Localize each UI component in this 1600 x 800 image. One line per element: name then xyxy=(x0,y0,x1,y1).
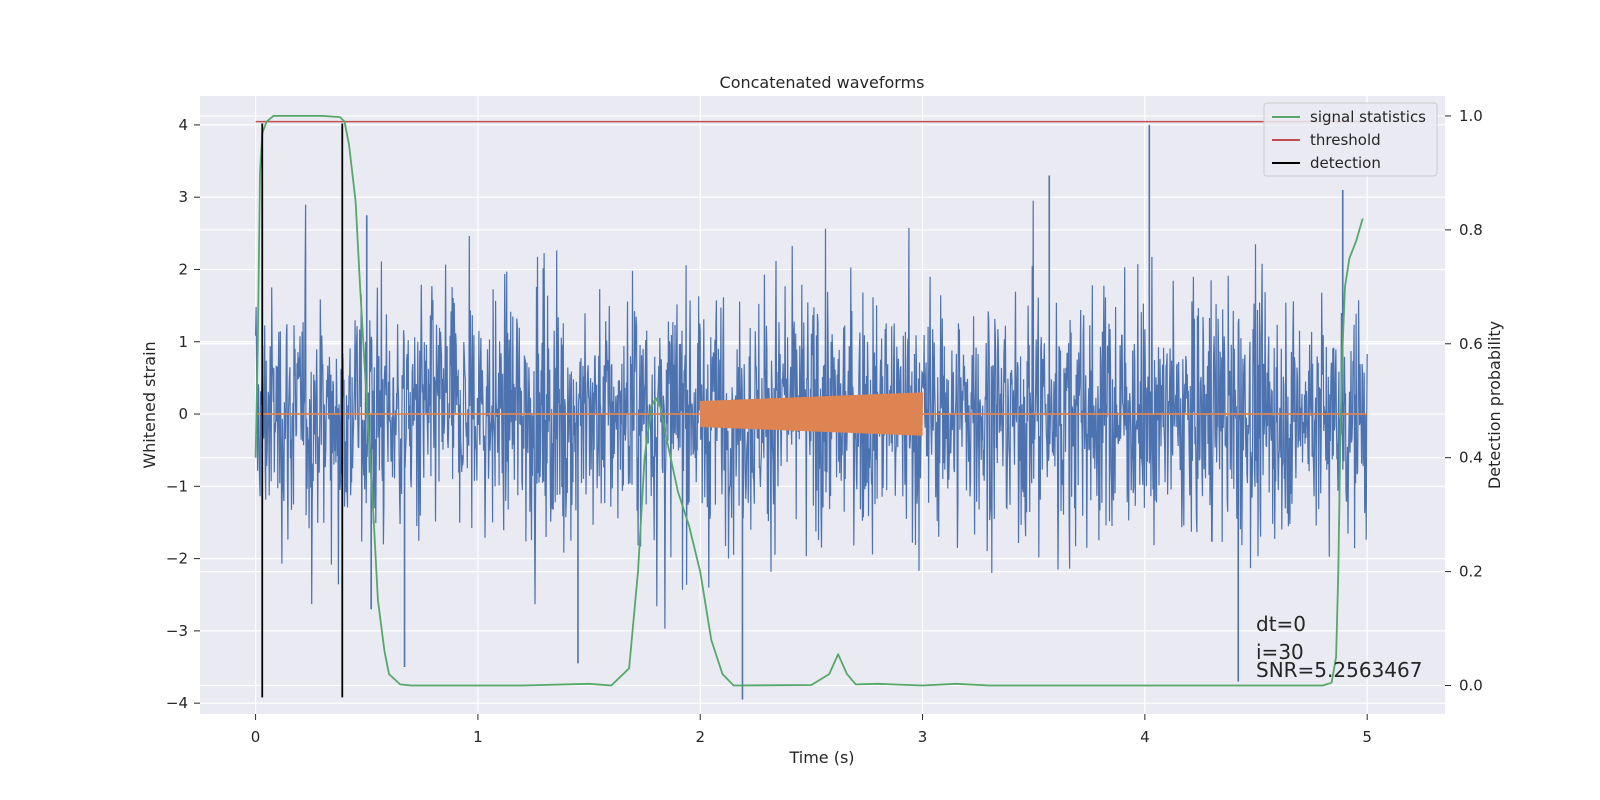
chart-title: Concatenated waveforms xyxy=(720,73,925,92)
x-tick-label: 0 xyxy=(251,728,261,746)
y-tick-label: −4 xyxy=(166,694,188,712)
injected-signal-line xyxy=(699,392,924,436)
annotation-text: SNR=5.2563467 xyxy=(1256,658,1422,682)
y-tick-label: −2 xyxy=(166,550,188,568)
x-tick-label: 2 xyxy=(695,728,705,746)
legend-label: threshold xyxy=(1310,131,1381,149)
legend-label: signal statistics xyxy=(1310,108,1426,126)
legend: signal statistics threshold detection xyxy=(1263,102,1438,177)
ticks: 0 1 2 3 4 5 4 3 2 1 0 −1 −2 −3 −4 1.0 0.8 0.6 0.4 0.2 0.0 xyxy=(166,107,1483,746)
x-tick-label: 5 xyxy=(1362,728,1372,746)
y-tick-label: 1 xyxy=(178,333,188,351)
legend-label: detection xyxy=(1310,154,1381,172)
y-tick-label: 4 xyxy=(178,116,188,134)
y-tick-label: 3 xyxy=(178,188,188,206)
y2-axis-label: Detection probability xyxy=(1485,321,1504,489)
annotation-text: dt=0 xyxy=(1256,612,1306,636)
x-tick-label: 1 xyxy=(473,728,483,746)
y-tick-label: −3 xyxy=(166,622,188,640)
y-tick-label: −1 xyxy=(166,477,188,495)
x-tick-label: 3 xyxy=(918,728,928,746)
y2-tick-label: 0.4 xyxy=(1459,449,1483,467)
signal-statistics-line xyxy=(254,115,1364,687)
plot-series xyxy=(254,115,1368,700)
y2-tick-label: 0.6 xyxy=(1459,335,1483,353)
y-axis-label: Whitened strain xyxy=(140,341,159,468)
y-tick-label: 0 xyxy=(178,405,188,423)
annotation-text: i=30 xyxy=(1256,640,1304,664)
x-tick-label: 4 xyxy=(1140,728,1150,746)
strain-series-line xyxy=(255,200,1368,629)
y2-tick-label: 1.0 xyxy=(1459,107,1483,125)
y-tick-label: 2 xyxy=(178,260,188,278)
y2-tick-label: 0.0 xyxy=(1459,677,1483,695)
y2-tick-label: 0.8 xyxy=(1459,221,1483,239)
legend-frame xyxy=(1263,102,1438,177)
x-axis-label: Time (s) xyxy=(788,748,854,767)
y2-tick-label: 0.2 xyxy=(1459,563,1483,581)
